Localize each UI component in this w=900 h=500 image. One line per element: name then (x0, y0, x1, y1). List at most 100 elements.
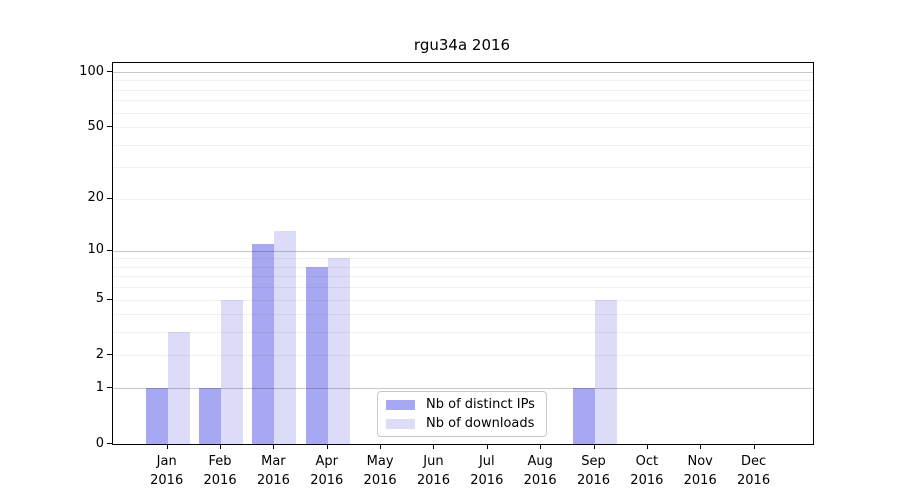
legend-swatch-downloads (386, 418, 415, 429)
year-label: 2016 (523, 473, 557, 488)
chart-title: rgu34a 2016 (413, 36, 511, 54)
legend: Nb of distinct IPs Nb of downloads (377, 391, 547, 437)
minor-gridline (113, 100, 813, 102)
month-label: Nov (687, 454, 713, 469)
bar-downloads-jan (167, 332, 190, 444)
y-axis-tick (107, 298, 112, 300)
month-label: Sep (581, 454, 606, 469)
x-axis-tick (220, 444, 222, 449)
minor-gridline (113, 80, 813, 82)
minor-gridline (113, 144, 813, 146)
bar-downloads-feb (221, 299, 244, 444)
x-axis-tick (540, 444, 542, 449)
month-label: Feb (208, 454, 232, 469)
x-axis-tick (166, 444, 168, 449)
bar-downloads-mar (274, 231, 297, 444)
bar-distinct-ips-sep (572, 388, 595, 444)
year-label: 2016 (470, 473, 504, 488)
year-label: 2016 (630, 473, 664, 488)
legend-swatch-distinct-ips (386, 399, 415, 410)
x-axis-tick (700, 444, 702, 449)
x-axis-label: Jan 2016 (137, 452, 197, 490)
x-axis-tick (646, 444, 648, 449)
minor-gridline (113, 299, 813, 301)
legend-label-distinct-ips: Nb of distinct IPs (426, 397, 535, 412)
x-axis-label: Mar 2016 (243, 452, 303, 490)
bar-downloads-sep (594, 299, 617, 444)
x-axis-tick (326, 444, 328, 449)
minor-gridline (113, 258, 813, 260)
y-axis-label: 1 (95, 379, 104, 395)
year-label: 2016 (363, 473, 397, 488)
minor-gridline (113, 332, 813, 334)
bar-distinct-ips-apr (305, 266, 328, 444)
x-axis-tick (273, 444, 275, 449)
y-axis-tick (107, 443, 112, 444)
plot-area (112, 62, 814, 445)
minor-gridline (113, 266, 813, 268)
y-axis-label: 2 (95, 346, 104, 362)
bar-distinct-ips-mar (252, 243, 275, 444)
year-label: 2016 (310, 473, 344, 488)
minor-gridline (113, 112, 813, 114)
major-gridline (113, 250, 813, 252)
year-label: 2016 (737, 473, 771, 488)
year-label: 2016 (416, 473, 450, 488)
x-axis-label: Apr 2016 (297, 452, 357, 490)
x-axis-tick (486, 444, 488, 449)
year-label: 2016 (576, 473, 611, 488)
minor-gridline (113, 127, 813, 129)
x-axis-tick (433, 444, 435, 449)
y-axis-tick (107, 249, 112, 251)
minor-gridline (113, 355, 813, 357)
x-axis-label: Oct 2016 (617, 452, 677, 490)
month-label: May (366, 454, 394, 469)
legend-label-downloads: Nb of downloads (426, 416, 535, 431)
major-gridline (113, 72, 813, 74)
x-axis-label: Jun 2016 (403, 452, 463, 490)
x-axis-label: Aug 2016 (510, 452, 570, 490)
month-label: Aug (527, 454, 553, 469)
bar-distinct-ips-feb (199, 388, 222, 444)
year-label: 2016 (683, 473, 717, 488)
y-axis-tick (107, 71, 112, 73)
legend-item-downloads: Nb of downloads (386, 416, 538, 431)
minor-gridline (113, 167, 813, 169)
year-label: 2016 (203, 473, 237, 488)
x-axis-label: Feb 2016 (190, 452, 250, 490)
month-label: Jan (156, 454, 177, 469)
x-axis-label: Dec 2016 (724, 452, 784, 490)
bar-distinct-ips-jan (145, 388, 168, 444)
month-label: Oct (635, 454, 659, 469)
minor-gridline (113, 198, 813, 200)
y-axis-label: 50 (87, 118, 104, 134)
bar-downloads-apr (327, 258, 350, 444)
legend-item-distinct-ips: Nb of distinct IPs (386, 397, 538, 412)
minor-gridline (113, 287, 813, 289)
year-label: 2016 (256, 473, 290, 488)
y-axis-label: 0 (95, 435, 104, 451)
x-axis-label: May 2016 (350, 452, 410, 490)
month-label: Apr (315, 454, 339, 469)
x-axis-tick (593, 444, 595, 449)
x-axis-tick (380, 444, 382, 449)
y-axis-tick (107, 387, 112, 389)
y-axis-label: 100 (79, 63, 104, 79)
y-axis-tick (107, 354, 112, 356)
y-axis-tick (107, 197, 112, 199)
year-label: 2016 (150, 473, 184, 488)
month-label: Dec (740, 454, 767, 469)
y-axis-label: 10 (87, 242, 104, 258)
y-axis-label: 5 (95, 291, 104, 307)
minor-gridline (113, 89, 813, 91)
y-axis-tick (107, 126, 112, 128)
x-axis-label: Nov 2016 (670, 452, 730, 490)
major-gridline (113, 388, 813, 390)
month-label: Jun (423, 454, 444, 469)
minor-gridline (113, 276, 813, 278)
y-axis-label: 20 (87, 190, 104, 206)
x-axis-tick (753, 444, 755, 449)
month-label: Jul (478, 454, 495, 469)
x-axis-label: Sep 2016 (564, 452, 624, 490)
